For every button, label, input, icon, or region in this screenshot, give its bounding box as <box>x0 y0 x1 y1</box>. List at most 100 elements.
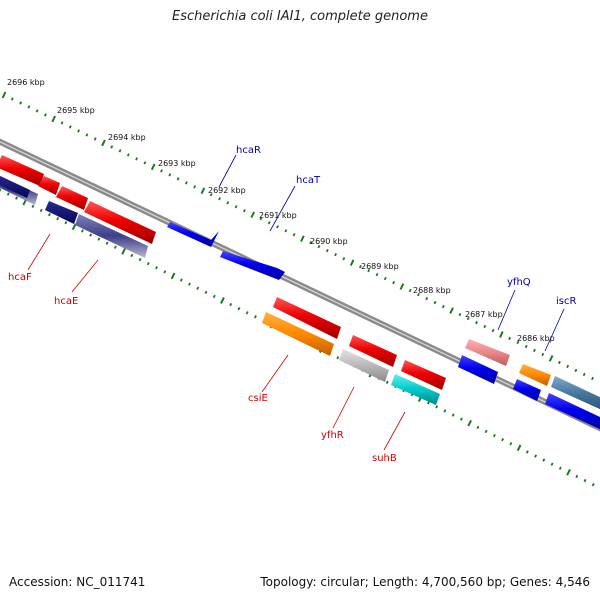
ruler-tick <box>150 163 156 171</box>
kbp-label: 2686 kbp <box>517 334 555 343</box>
gene-red-mid-3[interactable] <box>401 360 446 390</box>
ruler-tick <box>459 417 463 421</box>
ruler-tick <box>250 211 255 219</box>
forward-strand <box>167 222 600 410</box>
ruler-tick <box>574 368 578 373</box>
gene-label-yfhQ[interactable]: yfhQ <box>507 277 531 288</box>
gene-navy-block[interactable] <box>45 201 78 224</box>
kbp-label: 2696 kbp <box>7 78 45 87</box>
ruler-tick <box>334 253 338 257</box>
ruler-tick <box>550 462 554 466</box>
ruler-tick <box>408 288 412 293</box>
ruler-tick <box>566 469 571 476</box>
ruler-tick <box>1 91 7 99</box>
ruler-tick <box>6 192 10 196</box>
ruler-tick <box>458 312 462 317</box>
ruler-tick <box>60 121 64 125</box>
gene-hcaR[interactable] <box>167 222 219 247</box>
gene-yfhQ[interactable] <box>465 339 510 366</box>
gene-orange-small-fwd[interactable] <box>519 364 551 386</box>
ruler-tick <box>484 429 488 434</box>
ruler-tick <box>349 259 355 266</box>
gene-hcaE-bar[interactable] <box>75 214 148 258</box>
ruler-tick <box>284 229 288 233</box>
kbp-label: 2694 kbp <box>108 133 146 142</box>
ruler-tick <box>226 201 230 205</box>
ruler-tick <box>130 253 134 258</box>
gene-red-2[interactable] <box>38 176 60 195</box>
ruler-tick <box>234 205 238 209</box>
gene-iscR-block[interactable] <box>551 376 600 410</box>
kbp-label: 2689 kbp <box>361 262 399 271</box>
ruler-tick <box>548 355 554 362</box>
ruler-tick <box>467 419 472 427</box>
ruler-tick <box>155 266 158 270</box>
gene-label-hcaT[interactable]: hcaT <box>296 175 321 186</box>
gene-red-3[interactable] <box>56 186 88 210</box>
ruler-tick <box>558 466 562 470</box>
ruler-tick <box>101 139 106 147</box>
ruler-tick <box>259 217 263 221</box>
ruler-tick <box>575 474 579 479</box>
gene-label-hcaF[interactable]: hcaF <box>8 272 32 283</box>
ruler-tick <box>591 482 595 487</box>
ruler-tick <box>19 101 23 105</box>
ruler-tick <box>146 262 150 266</box>
ruler-tick <box>276 225 279 229</box>
kbp-label: 2695 kbp <box>57 106 95 115</box>
ruler-tick <box>80 229 84 233</box>
gene-suhB[interactable] <box>391 374 440 405</box>
gene-blue-low-3[interactable] <box>545 393 600 430</box>
gene-label-iscR[interactable]: iscR <box>556 296 576 307</box>
ruler-tick <box>204 290 208 294</box>
reverse-strand <box>0 155 600 430</box>
gene-blue-low-1[interactable] <box>458 355 498 384</box>
ruler-tick <box>426 401 430 405</box>
ruler-tick <box>68 125 72 129</box>
ruler-tick <box>170 272 176 280</box>
ruler-tick <box>218 197 221 201</box>
gene-hcaE-red[interactable] <box>84 201 156 244</box>
ruler-tick <box>245 311 249 315</box>
ruler-tick <box>118 149 122 153</box>
gene-red-mid[interactable] <box>273 297 341 339</box>
ruler-tick <box>93 137 97 141</box>
ruler-tick <box>317 245 321 249</box>
ruler-tick <box>64 221 68 225</box>
ruler-tick <box>51 115 56 123</box>
gene-yfhR[interactable] <box>339 349 389 382</box>
ruler-tick <box>591 376 594 381</box>
gene-label-hcaE[interactable]: hcaE <box>54 296 78 307</box>
gene-blue-low-2[interactable] <box>513 379 541 401</box>
ruler-tick <box>212 294 216 299</box>
ruler-tick <box>105 241 109 245</box>
gene-label-suhB[interactable]: suhB <box>372 453 397 464</box>
ruler-tick <box>44 113 47 117</box>
ruler-tick <box>138 257 142 262</box>
ruler-tick <box>492 433 496 438</box>
ruler-tick <box>85 133 89 137</box>
ruler-tick <box>292 233 296 237</box>
gene-red-1[interactable] <box>0 155 44 186</box>
ruler-tick <box>220 297 225 304</box>
gene-label-csiE[interactable]: csiE <box>248 393 268 404</box>
gene-navy-short[interactable] <box>0 174 30 198</box>
ruler-tick <box>267 221 271 225</box>
ruler-tick <box>441 304 445 309</box>
ruler-tick <box>516 444 522 452</box>
ruler-tick <box>39 208 43 213</box>
ruler-tick <box>0 188 2 192</box>
ruler-ticks-outer <box>1 91 594 381</box>
ruler-tick <box>200 187 206 195</box>
ruler-tick <box>168 173 172 177</box>
gene-label-yfhR[interactable]: yfhR <box>321 430 344 441</box>
gene-red-mid-2[interactable] <box>349 335 397 367</box>
ruler-tick <box>126 153 130 157</box>
ruler-tick <box>524 344 528 349</box>
gene-csiE[interactable] <box>262 312 334 356</box>
ruler-tick <box>176 177 180 181</box>
ruler-tick <box>10 97 14 101</box>
gene-hcaT[interactable] <box>220 251 285 280</box>
gene-label-hcaR[interactable]: hcaR <box>236 145 261 156</box>
